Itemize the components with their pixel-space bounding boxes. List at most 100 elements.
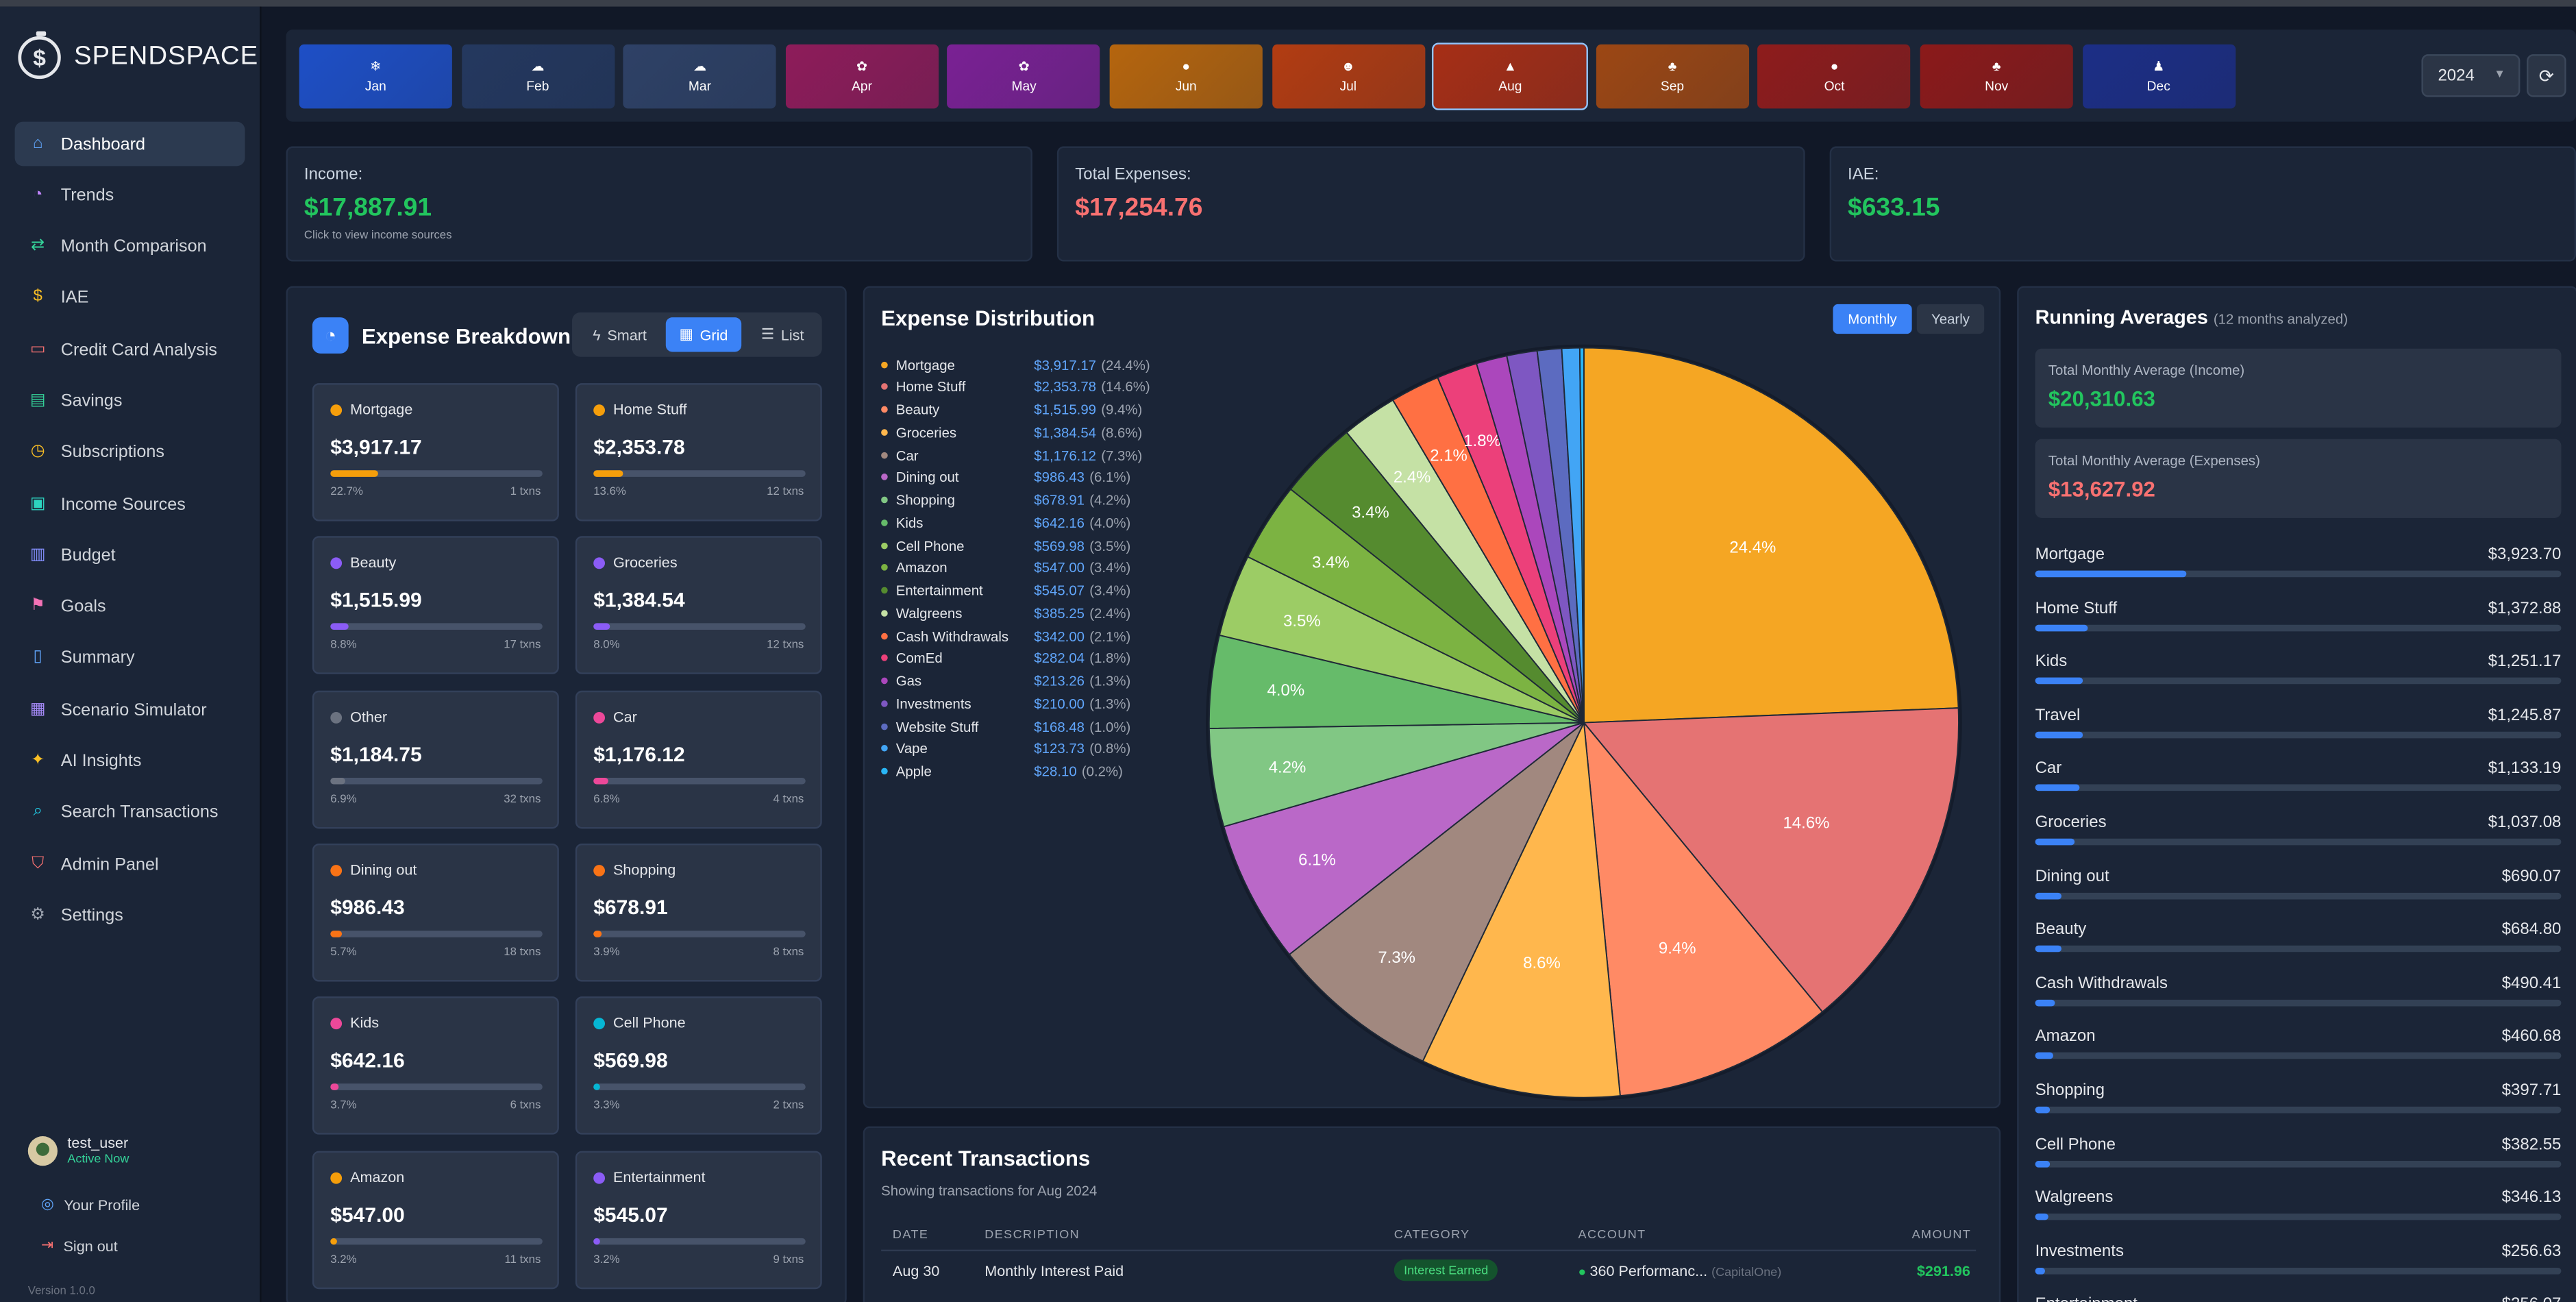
category-tile[interactable]: Home Stuff $2,353.78 13.6% 12 txns	[575, 383, 822, 521]
sidebar-item-search-transactions[interactable]: ⌕ Search Transactions	[15, 791, 245, 835]
sidebar-item-iae[interactable]: $ IAE	[15, 276, 245, 321]
legend-item[interactable]: Entertainment $545.07 (3.4%)	[881, 580, 1130, 601]
month-may-button[interactable]: ✿ May	[948, 44, 1101, 109]
average-row[interactable]: Mortgage $3,923.70	[2035, 546, 2562, 595]
average-row[interactable]: Kids $1,251.17	[2035, 653, 2562, 702]
average-row[interactable]: Investments $256.63	[2035, 1243, 2562, 1292]
sidebar-item-scenario-simulator[interactable]: ▦ Scenario Simulator	[15, 688, 245, 733]
legend-item[interactable]: Apple $28.10 (0.2%)	[881, 761, 1123, 782]
category-tile[interactable]: Kids $642.16 3.7% 6 txns	[312, 996, 559, 1135]
legend-item[interactable]: Cell Phone $569.98 (3.5%)	[881, 535, 1130, 556]
pie-slice-groceries[interactable]	[1422, 720, 1621, 1098]
view-smart-button[interactable]: ϟ Smart	[579, 317, 661, 352]
category-tile[interactable]: Groceries $1,384.54 8.0% 12 txns	[575, 536, 822, 675]
month-nov-button[interactable]: ♣ Nov	[1920, 44, 2073, 109]
pie-slice-apple[interactable]	[1578, 347, 1585, 723]
header-description[interactable]: DESCRIPTION	[984, 1227, 1080, 1242]
brand[interactable]: $ SPENDSPACE	[18, 31, 258, 79]
sidebar-item-dashboard[interactable]: ⌂ Dashboard	[14, 121, 245, 167]
average-row[interactable]: Cell Phone $382.55	[2035, 1135, 2562, 1185]
month-dec-button[interactable]: ♟ Dec	[2082, 44, 2236, 109]
category-tile[interactable]: Shopping $678.91 3.9% 8 txns	[575, 843, 822, 982]
view-grid-button[interactable]: ▦ Grid	[665, 317, 742, 352]
your-profile-link[interactable]: ◎ Your Profile	[41, 1195, 140, 1213]
legend-item[interactable]: Shopping $678.91 (4.2%)	[881, 489, 1130, 511]
sidebar-item-budget[interactable]: ▥ Budget	[15, 533, 245, 578]
pie-slice-home-stuff[interactable]	[1582, 707, 1959, 1013]
sidebar-item-goals[interactable]: ⚑ Goals	[15, 585, 245, 629]
category-tile[interactable]: Beauty $1,515.99 8.8% 17 txns	[312, 536, 559, 675]
yearly-toggle-button[interactable]: Yearly	[1916, 304, 1985, 334]
legend-item[interactable]: ComEd $282.04 (1.8%)	[881, 648, 1130, 669]
legend-item[interactable]: Website Stuff $168.48 (1.0%)	[881, 715, 1130, 737]
sidebar-item-summary[interactable]: ▯ Summary	[15, 637, 245, 681]
average-row[interactable]: Travel $1,245.87	[2035, 707, 2562, 756]
legend-item[interactable]: Beauty $1,515.99 (9.4%)	[881, 399, 1142, 420]
pie-slice-dining-out[interactable]	[1223, 722, 1585, 956]
average-row[interactable]: Car $1,133.19	[2035, 761, 2562, 810]
sidebar-item-credit-card-analysis[interactable]: ▭ Credit Card Analysis	[15, 328, 245, 372]
category-tile[interactable]: Mortgage $3,917.17 22.7% 1 txns	[312, 383, 559, 521]
average-row[interactable]: Home Stuff $1,372.88	[2035, 600, 2562, 649]
average-row[interactable]: Cash Withdrawals $490.41	[2035, 974, 2562, 1024]
month-apr-button[interactable]: ✿ Apr	[785, 44, 939, 109]
sidebar-item-trends[interactable]: ◔ Trends	[15, 173, 245, 218]
legend-item[interactable]: Dining out $986.43 (6.1%)	[881, 467, 1130, 488]
sidebar-item-ai-insights[interactable]: ✦ AI Insights	[15, 739, 245, 784]
sidebar-item-subscriptions[interactable]: ◷ Subscriptions	[15, 430, 245, 475]
category-tile[interactable]: Car $1,176.12 6.8% 4 txns	[575, 689, 822, 828]
month-sep-button[interactable]: ♣ Sep	[1596, 44, 1749, 109]
legend-item[interactable]: Mortgage $3,917.17 (24.4%)	[881, 354, 1150, 375]
sidebar-item-admin-panel[interactable]: ⛉ Admin Panel	[15, 842, 245, 887]
average-row[interactable]: Beauty $684.80	[2035, 921, 2562, 970]
legend-item[interactable]: Home Stuff $2,353.78 (14.6%)	[881, 376, 1150, 397]
category-tile[interactable]: Entertainment $545.07 3.2% 9 txns	[575, 1150, 822, 1289]
legend-item[interactable]: Kids $642.16 (4.0%)	[881, 512, 1130, 533]
average-row[interactable]: Entertainment $256.07	[2035, 1297, 2562, 1302]
average-row[interactable]: Amazon $460.68	[2035, 1029, 2562, 1078]
average-row[interactable]: Dining out $690.07	[2035, 868, 2562, 917]
refresh-button[interactable]: ⟳	[2527, 54, 2566, 97]
month-jan-button[interactable]: ❄ Jan	[299, 44, 452, 109]
header-amount[interactable]: AMOUNT	[1911, 1227, 1972, 1242]
category-tile[interactable]: Amazon $547.00 3.2% 11 txns	[312, 1150, 559, 1289]
legend-item[interactable]: Investments $210.00 (1.3%)	[881, 693, 1130, 714]
average-row[interactable]: Groceries $1,037.08	[2035, 814, 2562, 863]
legend-item[interactable]: Car $1,176.12 (7.3%)	[881, 444, 1142, 465]
sidebar-item-savings[interactable]: ▤ Savings	[15, 379, 245, 423]
header-date[interactable]: DATE	[892, 1227, 929, 1242]
legend-item[interactable]: Gas $213.26 (1.3%)	[881, 670, 1130, 691]
sidebar-item-income-sources[interactable]: ▣ Income Sources	[15, 482, 245, 526]
pie-slice-mortgage[interactable]	[1583, 347, 1959, 724]
month-mar-button[interactable]: ☁ Mar	[623, 44, 777, 109]
pie-slice-beauty[interactable]	[1583, 720, 1824, 1097]
category-tile[interactable]: Other $1,184.75 6.9% 32 txns	[312, 689, 559, 828]
average-row[interactable]: Walgreens $346.13	[2035, 1189, 2562, 1238]
legend-item[interactable]: Amazon $547.00 (3.4%)	[881, 557, 1130, 578]
sidebar-item-month-comparison[interactable]: ⇄ Month Comparison	[15, 225, 245, 269]
category-progress-fill	[330, 930, 343, 937]
header-account[interactable]: ACCOUNT	[1578, 1227, 1646, 1242]
monthly-toggle-button[interactable]: Monthly	[1833, 304, 1912, 334]
legend-item[interactable]: Cash Withdrawals $342.00 (2.1%)	[881, 625, 1130, 646]
sidebar-item-settings[interactable]: ⚙ Settings	[15, 894, 245, 938]
year-select[interactable]: 2024 ▼	[2421, 54, 2521, 97]
view-list-button[interactable]: ☰ List	[748, 317, 817, 352]
income-card[interactable]: Income: $17,887.91 Click to view income …	[286, 146, 1032, 262]
month-aug-button[interactable]: ▲ Aug	[1432, 42, 1589, 110]
month-jul-button[interactable]: ☻ Jul	[1272, 44, 1425, 109]
average-row[interactable]: Shopping $397.71	[2035, 1082, 2562, 1131]
legend-item[interactable]: Vape $123.73 (0.8%)	[881, 738, 1130, 759]
month-oct-button[interactable]: ● Oct	[1758, 44, 1911, 109]
legend-item[interactable]: Groceries $1,384.54 (8.6%)	[881, 421, 1142, 443]
legend-item[interactable]: Walgreens $385.25 (2.4%)	[881, 602, 1130, 624]
month-feb-button[interactable]: ☁ Feb	[461, 44, 615, 109]
category-tile[interactable]: Cell Phone $569.98 3.3% 2 txns	[575, 996, 822, 1135]
category-tile[interactable]: Dining out $986.43 5.7% 18 txns	[312, 843, 559, 982]
month-jun-button[interactable]: ● Jun	[1109, 44, 1263, 109]
account-name: 360 Performanc...	[1589, 1262, 1708, 1279]
header-category[interactable]: CATEGORY	[1394, 1227, 1470, 1242]
pie-slice-car[interactable]	[1288, 722, 1585, 1062]
sign-out-link[interactable]: ⇥ Sign out	[41, 1236, 118, 1254]
user-card[interactable]: test_user Active Now	[27, 1135, 129, 1166]
